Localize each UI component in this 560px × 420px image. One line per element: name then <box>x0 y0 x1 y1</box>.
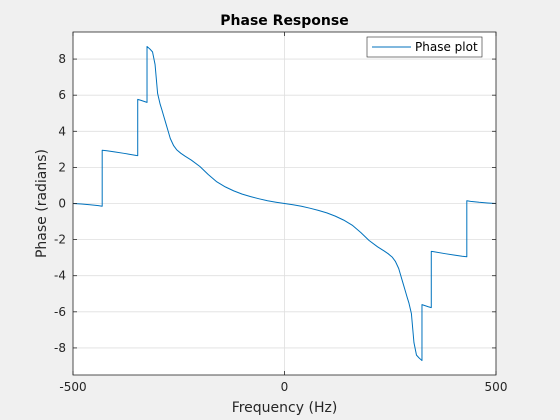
y-tick-label: -4 <box>54 269 66 283</box>
y-tick-label: -8 <box>54 341 66 355</box>
legend-entry-phase-plot: Phase plot <box>415 40 478 54</box>
x-tick-label: -500 <box>59 380 86 394</box>
x-tick-label: 0 <box>281 380 289 394</box>
y-tick-label: 0 <box>58 197 66 211</box>
y-tick-label: -2 <box>54 233 66 247</box>
x-axis-label: Frequency (Hz) <box>232 400 338 416</box>
y-tick-label: -6 <box>54 305 66 319</box>
ticks: -500 0 500 -8 -6 -4 -2 0 2 4 6 8 <box>54 32 507 394</box>
chart-title: Phase Response <box>220 13 348 29</box>
y-axis-label: Phase (radians) <box>34 149 50 258</box>
y-tick-label: 4 <box>58 124 66 138</box>
y-tick-label: 6 <box>58 88 66 102</box>
series-layer <box>72 45 497 362</box>
series-line-phase-plot <box>72 45 497 362</box>
y-tick-label: 8 <box>58 52 66 66</box>
x-tick-label: 500 <box>485 380 508 394</box>
y-tick-label: 2 <box>58 160 66 174</box>
legend-box <box>366 36 483 58</box>
legend[interactable]: Phase plot <box>366 36 483 58</box>
